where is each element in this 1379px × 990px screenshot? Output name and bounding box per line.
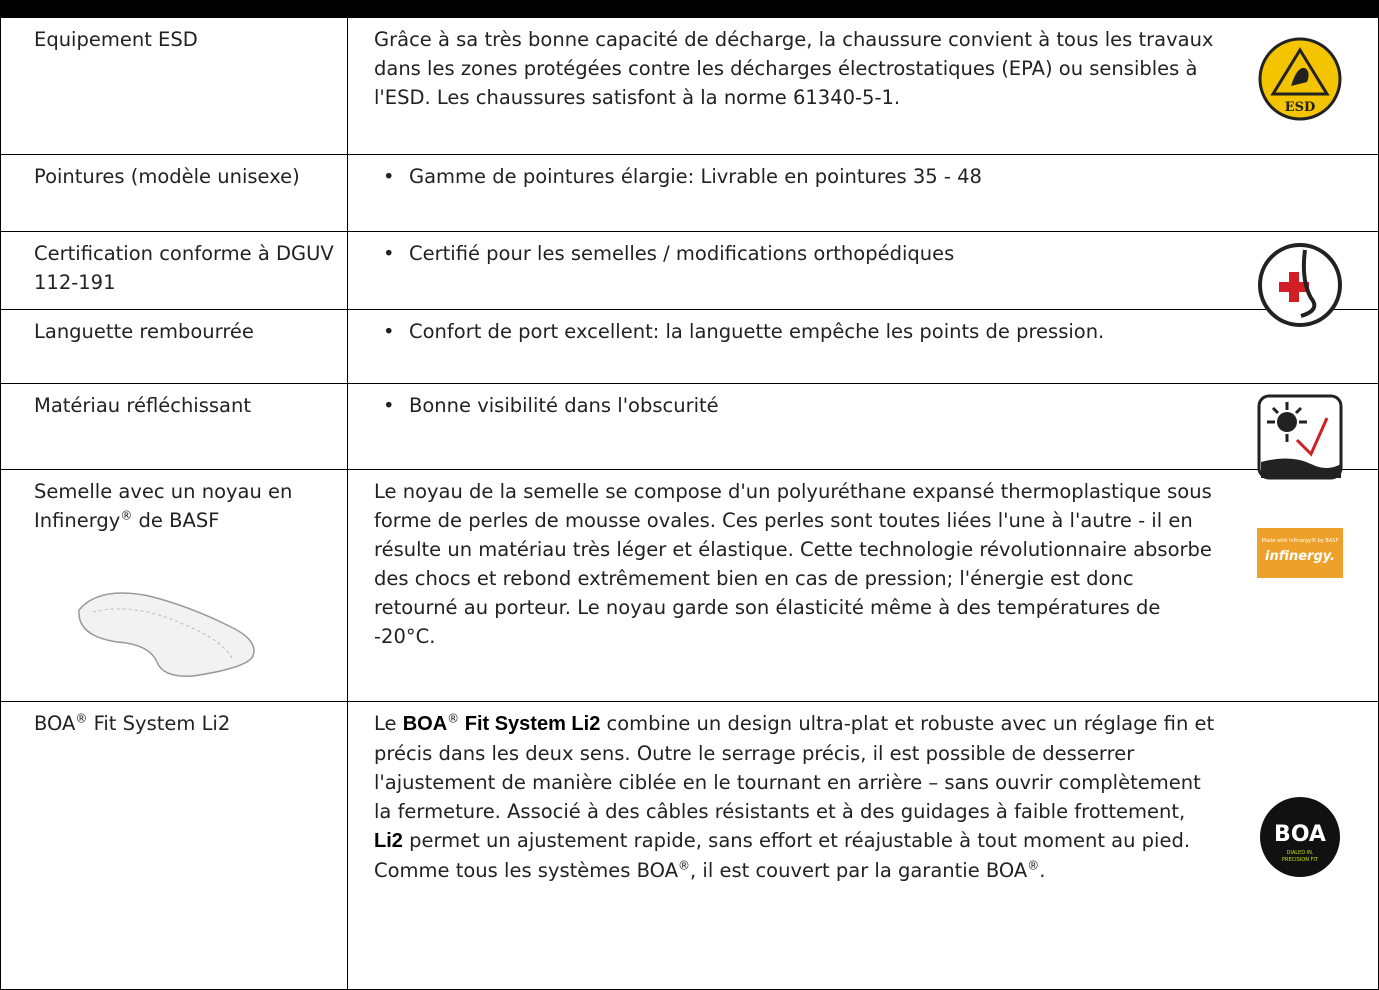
text-segment: permet un ajustement rapide, sans effort…	[374, 829, 1191, 882]
table-row: Matériau réfléchissant • Bonne visibilité …	[0, 384, 1379, 480]
text-segment: de BASF	[132, 509, 220, 532]
row-description: Bonne visibilité dans l'obscurité	[409, 391, 1309, 420]
row-label: Equipement ESD	[34, 25, 334, 54]
text-segment: Fit System Li2	[87, 712, 231, 735]
text-segment: Le noyau de la semelle se compose d'un p…	[374, 480, 1212, 648]
text-segment: BOA	[34, 712, 76, 735]
text-segment: Certifié pour les semelles / modificatio…	[409, 242, 955, 265]
column-separator	[347, 470, 348, 701]
icon-text: BOA	[1274, 822, 1326, 847]
icon-shape	[1277, 412, 1297, 432]
text-segment: Grâce à sa très bonne capacité de déchar…	[374, 28, 1214, 109]
text-segment: ®	[120, 508, 133, 523]
table-row: BOA® Fit System Li2 Le BOA® Fit System Li…	[0, 702, 1379, 990]
text-segment: Certification conforme à DGUV 112-191	[34, 242, 334, 294]
column-separator	[347, 702, 348, 989]
icon-text: DIALED IN.	[1287, 850, 1314, 856]
text-segment: ®	[447, 711, 460, 726]
table-row: Semelle avec un noyau en Infinergy® de B…	[0, 470, 1379, 702]
icon-shape	[1260, 797, 1340, 877]
text-segment: Confort de port excellent: la languette …	[409, 320, 1105, 343]
icon-text: Made with infinergy® by BASF	[1262, 537, 1339, 544]
row-description: Grâce à sa très bonne capacité de déchar…	[374, 25, 1219, 112]
text-segment: combine un design ultra-plat et robuste …	[374, 712, 1215, 823]
text-segment: Semelle avec un noyau en Infinergy	[34, 480, 293, 532]
insole-image	[78, 592, 255, 677]
text-segment: ®	[678, 858, 691, 873]
row-description: Le noyau de la semelle se compose d'un p…	[374, 477, 1219, 651]
column-separator	[347, 384, 348, 469]
text-segment: Fit System Li2	[459, 713, 601, 735]
text-segment: Matériau réfléchissant	[34, 394, 251, 417]
bullet: •	[383, 320, 395, 343]
table-row: Pointures (modèle unisexe) • Gamme de poin…	[0, 155, 1379, 232]
header-bar	[0, 0, 1379, 18]
icon-shape	[1295, 417, 1329, 457]
text-segment: Languette rembourrée	[34, 320, 254, 343]
column-separator	[347, 310, 348, 383]
column-separator	[347, 155, 348, 231]
text-segment: Bonne visibilité dans l'obscurité	[409, 394, 719, 417]
row-label: Matériau réfléchissant	[34, 391, 334, 420]
icon-shape	[1300, 249, 1317, 318]
row-description: Le BOA® Fit System Li2 combine un design…	[374, 709, 1219, 885]
column-separator	[347, 232, 348, 309]
icon-text: PRECISION FIT	[1282, 857, 1319, 863]
text-segment: Le	[374, 712, 403, 735]
icon	[1257, 394, 1343, 480]
text-segment: Equipement ESD	[34, 28, 198, 51]
bullet: •	[383, 165, 395, 188]
icon: BOA DIALED IN.PRECISION FIT	[1260, 797, 1340, 877]
text-segment: , il est couvert par la garantie BOA	[690, 859, 1028, 882]
text-segment: BOA	[402, 713, 448, 735]
row-label: Semelle avec un noyau en Infinergy® de B…	[34, 477, 334, 535]
icon: ESD	[1258, 37, 1342, 121]
icon-text: infinergy.	[1265, 549, 1335, 564]
icon-text: ESD	[1285, 100, 1316, 115]
icon	[1258, 243, 1342, 327]
icon-shape	[1270, 47, 1330, 96]
table-row: Certification conforme à DGUV 112-191 • Ce…	[0, 232, 1379, 327]
text-segment: ®	[75, 711, 88, 726]
table-row: Equipement ESD Grâce à sa très bonne capa…	[0, 18, 1379, 155]
bullet: •	[383, 242, 395, 265]
bullet: •	[383, 394, 395, 417]
text-segment: ®	[1027, 858, 1040, 873]
row-description: Confort de port excellent: la languette …	[409, 317, 1309, 346]
text-segment: Pointures (modèle unisexe)	[34, 165, 300, 188]
text-segment: Li2	[374, 830, 403, 852]
icon-shape	[1267, 402, 1307, 442]
table-row: Languette rembourrée • Confort de port exc…	[0, 310, 1379, 384]
text-segment: Gamme de pointures élargie: Livrable en …	[409, 165, 982, 188]
row-description: Certifié pour les semelles / modificatio…	[409, 239, 1309, 268]
icon-shape	[1291, 67, 1309, 86]
icon-shape	[92, 608, 234, 661]
icon-shape	[1261, 458, 1341, 478]
column-separator	[347, 18, 348, 154]
icon-shape	[1279, 272, 1309, 302]
row-description: Gamme de pointures élargie: Livrable en …	[409, 162, 1309, 191]
icon-shape	[1257, 528, 1343, 578]
row-label: Certification conforme à DGUV 112-191	[34, 239, 334, 297]
icon: Made with infinergy® by BASF infinergy.	[1257, 528, 1343, 578]
row-label: BOA® Fit System Li2	[34, 709, 334, 738]
icon-shape	[78, 592, 255, 677]
row-label: Languette rembourrée	[34, 317, 334, 346]
text-segment: .	[1039, 859, 1046, 882]
row-label: Pointures (modèle unisexe)	[34, 162, 334, 191]
